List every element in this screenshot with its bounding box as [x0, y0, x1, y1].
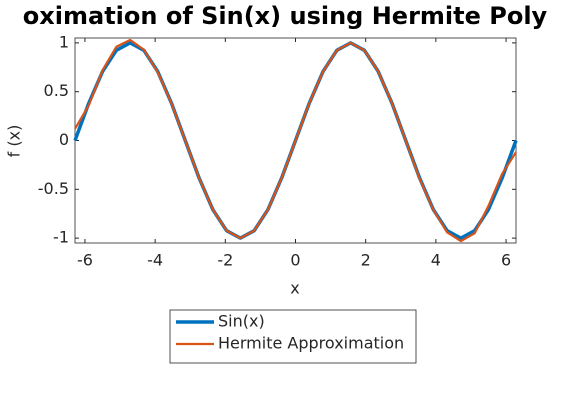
y-tick-label: -1 [53, 228, 69, 247]
y-tick-label: 0.5 [44, 81, 69, 100]
x-tick-label: -2 [217, 251, 233, 270]
x-axis-label: x [290, 279, 299, 298]
y-axis-label: f (x) [5, 125, 24, 158]
y-tick-label: -0.5 [38, 179, 69, 198]
x-tick-label: -4 [147, 251, 163, 270]
y-tick-label: 0 [59, 130, 69, 149]
x-tick-label: 6 [501, 251, 511, 270]
x-tick-label: 4 [431, 251, 441, 270]
legend-label: Hermite Approximation [218, 334, 404, 353]
y-tick-label: 1 [59, 32, 69, 51]
series-line [74, 38, 517, 243]
x-tick-label: 2 [361, 251, 371, 270]
x-tick-label: 0 [290, 251, 300, 270]
legend-box [169, 309, 417, 364]
legend-label: Sin(x) [218, 312, 265, 331]
chart-title: oximation of Sin(x) using Hermite Poly [23, 2, 548, 30]
x-tick-label: -6 [77, 251, 93, 270]
